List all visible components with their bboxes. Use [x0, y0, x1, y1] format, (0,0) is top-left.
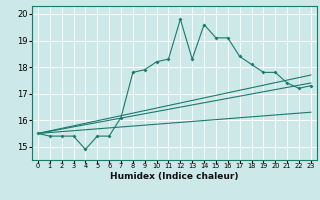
- X-axis label: Humidex (Indice chaleur): Humidex (Indice chaleur): [110, 172, 239, 181]
